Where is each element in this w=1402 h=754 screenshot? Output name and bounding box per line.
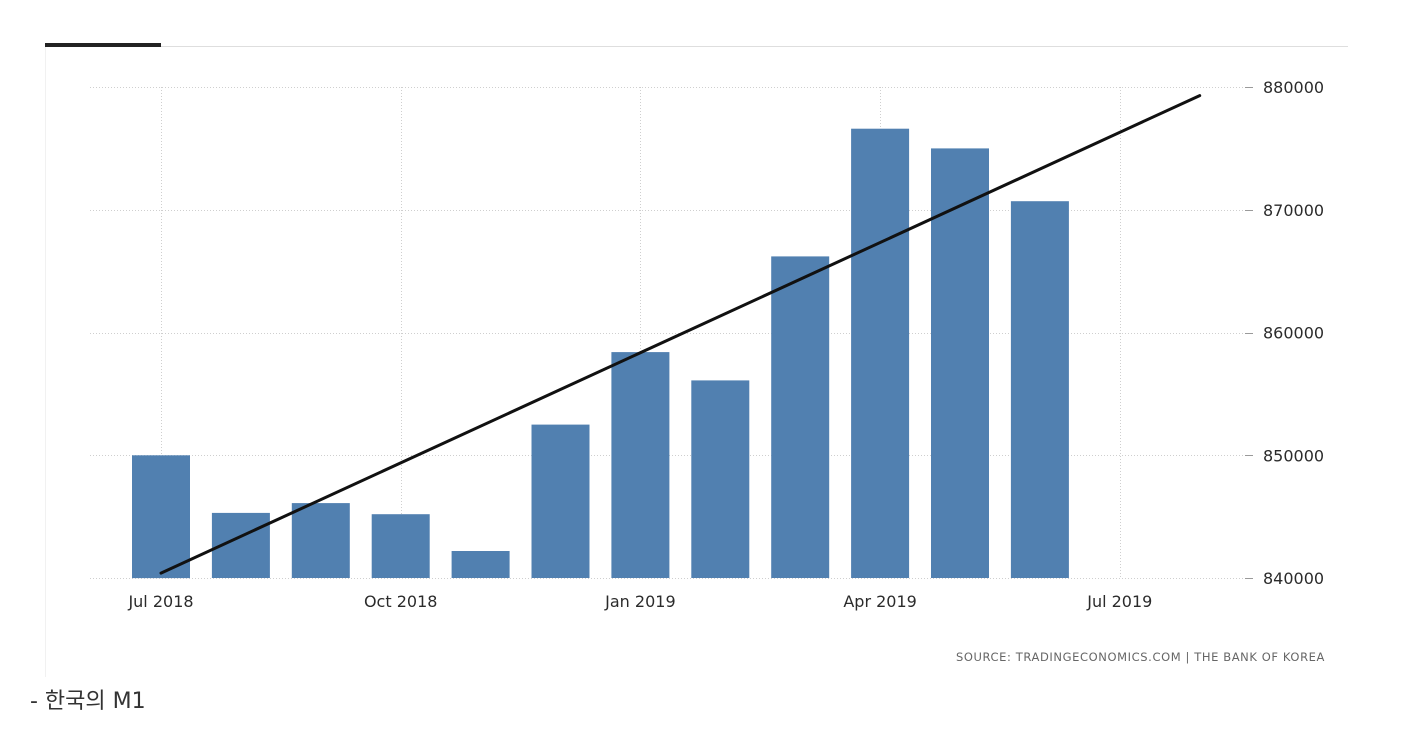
y-tick-label: 880000 (1263, 78, 1324, 97)
y-tick-label: 840000 (1263, 569, 1324, 588)
bar-2019-02 (691, 380, 750, 578)
bar-2018-11 (451, 551, 510, 578)
bar-2018-10 (371, 514, 430, 578)
top-rule (45, 46, 1348, 47)
bars (132, 128, 1069, 579)
x-tick-label: Oct 2018 (364, 592, 437, 611)
y-tick-label: 860000 (1263, 324, 1324, 343)
x-tick-label: Apr 2019 (843, 592, 916, 611)
bar-2019-06 (1010, 201, 1069, 578)
bar-2018-12 (531, 424, 590, 578)
x-axis-ticks: Jul 2018 Oct 2018 Jan 2019 Apr 2019 Jul 2019 (127, 592, 1152, 611)
y-tick-label: 850000 (1263, 446, 1324, 465)
active-tab-indicator (45, 43, 161, 47)
bar-2019-05 (931, 148, 989, 578)
bar-2019-01 (611, 352, 670, 578)
source-label: SOURCE: TRADINGECONOMICS.COM | THE BANK … (956, 650, 1325, 664)
y-tick-label: 870000 (1263, 201, 1324, 220)
x-tick-label: Jan 2019 (604, 592, 675, 611)
bar-2018-09 (291, 503, 350, 578)
bar-2018-07 (132, 455, 190, 579)
bar-2019-04 (851, 128, 910, 578)
y-axis-ticks: 840000 850000 860000 870000 880000 (1245, 78, 1324, 588)
trend-layer (159, 94, 1202, 575)
x-tick-label: Jul 2018 (127, 592, 193, 611)
caption: - 한국의 M1 (30, 689, 146, 714)
chart-panel-edge (45, 45, 46, 677)
bar-2019-03 (771, 256, 830, 578)
trend-line (159, 94, 1202, 575)
x-tick-label: Jul 2019 (1086, 592, 1152, 611)
